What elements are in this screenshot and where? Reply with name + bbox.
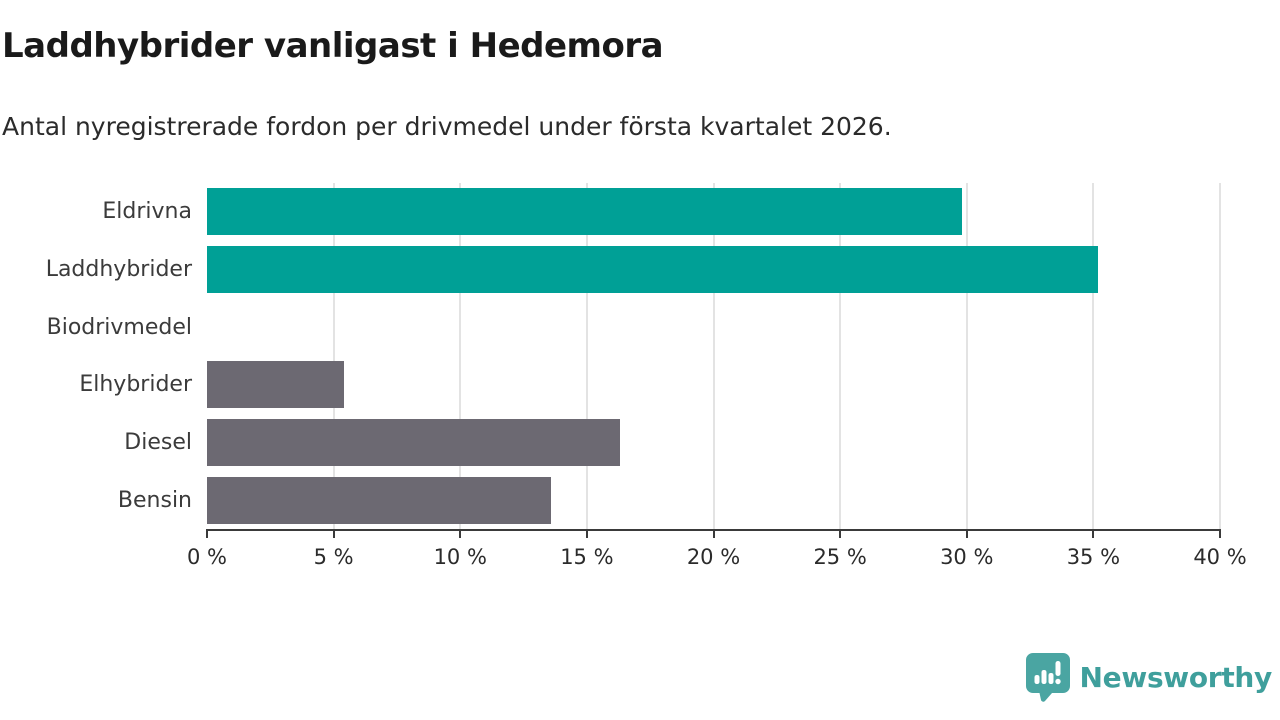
x-tick-mark-5 bbox=[332, 529, 335, 538]
x-tick-label-5: 5 % bbox=[313, 545, 354, 569]
gridline-20 bbox=[712, 183, 715, 529]
newsworthy-logo-icon bbox=[1025, 653, 1070, 702]
gridline-15 bbox=[585, 183, 588, 529]
x-tick-label-40: 40 % bbox=[1193, 545, 1247, 569]
bar-bensin bbox=[207, 476, 552, 524]
x-tick-label-10: 10 % bbox=[433, 545, 487, 569]
x-tick-mark-40 bbox=[1219, 529, 1221, 538]
chart-subtitle: Antal nyregistrerade fordon per drivmede… bbox=[2, 112, 892, 141]
x-tick-mark-10 bbox=[459, 529, 462, 538]
gridline-10 bbox=[459, 183, 462, 529]
x-tick-label-0: 0 % bbox=[187, 545, 227, 569]
bar-diesel bbox=[207, 419, 620, 466]
newsworthy-branding: Newsworthy bbox=[1025, 652, 1272, 702]
y-label-diesel: Diesel bbox=[124, 429, 192, 455]
chart-title: Laddhybrider vanligast i Hedemora bbox=[2, 26, 664, 66]
x-axis-tick-labels: 0 % 5 % 10 % 15 % 20 % 25 % 30 % 35 % 40 % bbox=[187, 545, 1247, 575]
y-label-bensin: Bensin bbox=[117, 487, 192, 513]
y-label-biodrivmedel: Biodrivmedel bbox=[46, 314, 192, 340]
y-label-laddhybrider: Laddhybrider bbox=[45, 256, 192, 282]
y-label-elhybrider: Elhybrider bbox=[79, 372, 192, 398]
bar-laddhybrider bbox=[207, 246, 1099, 293]
y-axis-labels: Eldrivna Laddhybrider Biodrivmedel Elhybrid… bbox=[0, 183, 192, 529]
x-tick-label-25: 25 % bbox=[813, 545, 867, 569]
x-tick-mark-25 bbox=[839, 529, 842, 538]
gridline-5 bbox=[332, 183, 335, 529]
bar-eldrivna bbox=[207, 188, 962, 236]
newsworthy-wordmark: Newsworthy bbox=[1079, 660, 1273, 694]
x-tick-label-20: 20 % bbox=[686, 545, 741, 569]
gridline-25 bbox=[839, 183, 842, 529]
gridline-40 bbox=[1219, 183, 1221, 529]
x-tick-mark-0 bbox=[206, 529, 208, 538]
x-tick-label-15: 15 % bbox=[560, 545, 614, 569]
x-tick-mark-35 bbox=[1092, 529, 1095, 538]
x-tick-label-35: 35 % bbox=[1066, 545, 1121, 569]
x-tick-mark-20 bbox=[712, 529, 715, 538]
bar-chart-plot-area bbox=[206, 183, 1221, 538]
x-tick-mark-30 bbox=[965, 529, 968, 538]
x-tick-label-30: 30 % bbox=[940, 545, 994, 569]
gridline-35 bbox=[1092, 183, 1095, 529]
gridline-30 bbox=[965, 183, 968, 529]
x-tick-mark-15 bbox=[585, 529, 588, 538]
bar-elhybrider bbox=[207, 361, 344, 409]
y-label-eldrivna: Eldrivna bbox=[102, 199, 192, 225]
